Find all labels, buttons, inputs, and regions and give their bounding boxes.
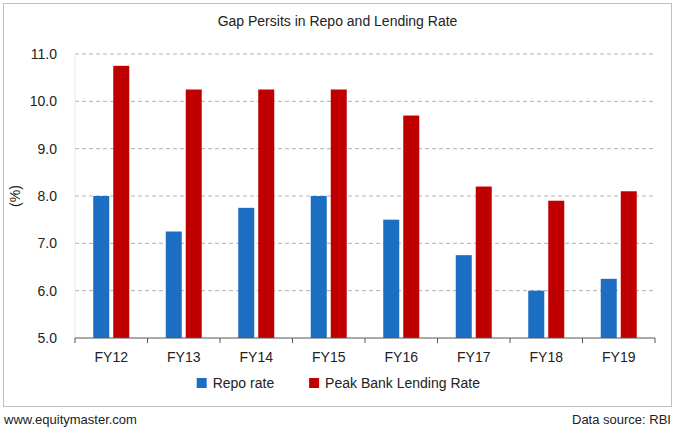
x-tick-label: FY14 bbox=[240, 349, 274, 365]
bar bbox=[331, 90, 347, 339]
x-tick bbox=[147, 338, 148, 343]
legend-label: Repo rate bbox=[213, 375, 275, 391]
y-tick-label: 11.0 bbox=[31, 46, 57, 62]
bar bbox=[186, 90, 202, 339]
bar bbox=[383, 220, 399, 338]
y-tick-label: 7.0 bbox=[38, 235, 58, 251]
y-tick-label: 10.0 bbox=[30, 93, 57, 109]
bar bbox=[311, 196, 327, 338]
bar bbox=[601, 279, 617, 338]
bar bbox=[476, 187, 492, 338]
x-tick bbox=[437, 338, 438, 343]
x-tick-label: FY15 bbox=[312, 349, 346, 365]
x-tick bbox=[510, 338, 511, 343]
bar bbox=[258, 90, 274, 339]
x-tick-label: FY13 bbox=[167, 349, 201, 365]
chart: Gap Persits in Repo and Lending Rate 5.0 6… bbox=[0, 0, 675, 430]
bar bbox=[93, 196, 109, 338]
bar bbox=[238, 208, 254, 338]
bar bbox=[456, 255, 472, 338]
x-tick bbox=[292, 338, 293, 343]
annotation: www.equitymaster.com bbox=[3, 412, 137, 427]
y-axis-line bbox=[75, 54, 76, 338]
legend-swatch bbox=[197, 378, 207, 388]
grid-line bbox=[75, 54, 655, 55]
y-tick-label: 8.0 bbox=[38, 188, 58, 204]
legend: Repo rate Peak Bank Lending Rate bbox=[197, 375, 481, 391]
bar bbox=[403, 116, 419, 338]
y-tick-label: 6.0 bbox=[38, 283, 58, 299]
bar bbox=[166, 232, 182, 339]
x-tick bbox=[655, 338, 656, 343]
bar bbox=[528, 291, 544, 338]
title: Gap Persits in Repo and Lending Rate bbox=[218, 13, 458, 29]
legend-swatch bbox=[309, 378, 319, 388]
x-tick-label: FY19 bbox=[602, 349, 636, 365]
bar bbox=[548, 201, 564, 338]
bar bbox=[113, 66, 129, 338]
x-tick-label: FY17 bbox=[457, 349, 491, 365]
annotation: Data source: RBI bbox=[572, 412, 671, 427]
grid-line bbox=[75, 196, 655, 197]
grid-line bbox=[75, 101, 655, 102]
grid-line bbox=[75, 290, 655, 291]
legend-label: Peak Bank Lending Rate bbox=[325, 375, 480, 391]
x-tick-label: FY16 bbox=[385, 349, 419, 365]
x-tick-label: FY18 bbox=[530, 349, 564, 365]
grid bbox=[75, 54, 655, 291]
y-tick-label: 9.0 bbox=[38, 141, 58, 157]
x-tick bbox=[220, 338, 221, 343]
grid-line bbox=[75, 148, 655, 149]
grid-line bbox=[75, 243, 655, 244]
bar bbox=[621, 191, 637, 338]
x-tick bbox=[365, 338, 366, 343]
x-tick bbox=[75, 338, 76, 343]
y-axis-label: (%) bbox=[7, 185, 23, 207]
x-tick bbox=[582, 338, 583, 343]
y-tick-label: 5.0 bbox=[38, 330, 58, 346]
x-tick-label: FY12 bbox=[95, 349, 129, 365]
bars bbox=[93, 66, 637, 338]
frame bbox=[4, 4, 672, 407]
